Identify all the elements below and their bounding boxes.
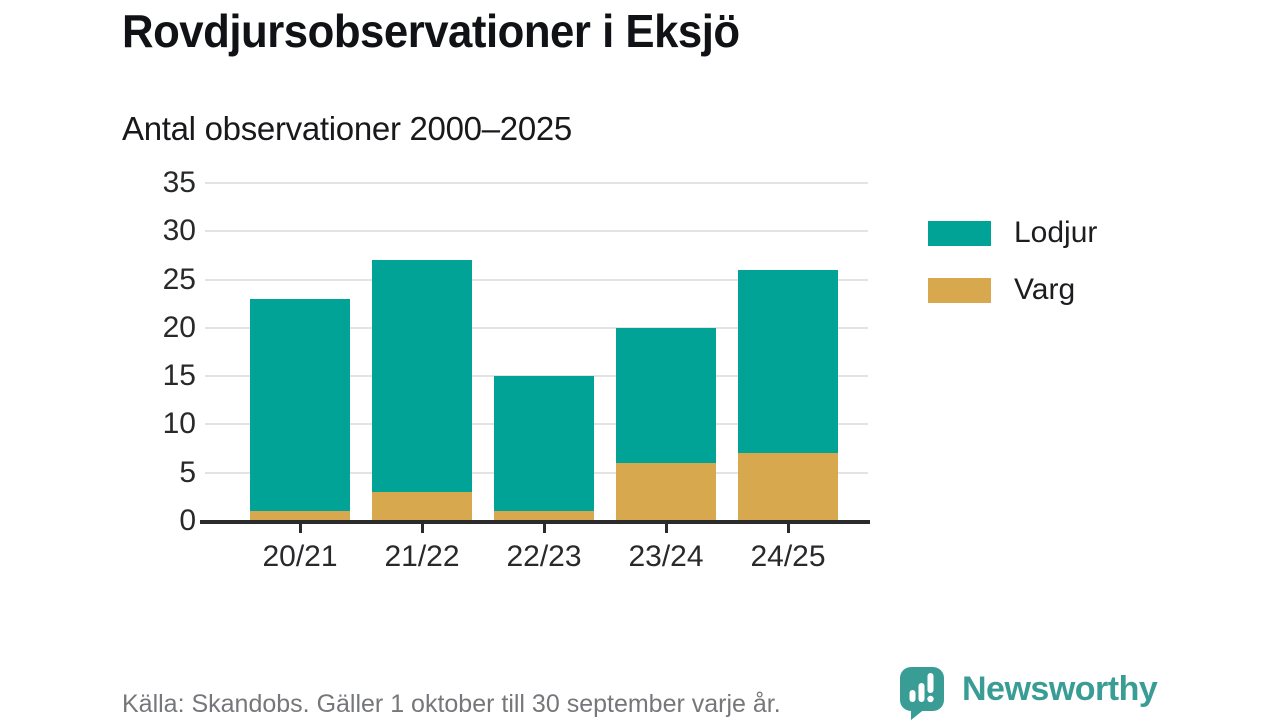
- bar-segment-lodjur: [616, 327, 716, 464]
- y-axis-label: 25: [162, 262, 196, 296]
- bar-segment-lodjur: [250, 298, 350, 512]
- bar-segment-lodjur: [738, 269, 838, 454]
- x-tick-mark: [298, 524, 302, 533]
- x-tick-mark: [420, 524, 424, 533]
- x-axis-label: 24/25: [750, 540, 826, 573]
- y-axis-label: 30: [162, 214, 196, 248]
- y-axis-label: 20: [162, 310, 196, 344]
- bar-segment-varg: [250, 511, 350, 521]
- x-tick-mark: [786, 524, 790, 533]
- x-axis-label: 23/24: [628, 540, 704, 573]
- legend-swatch: [928, 277, 991, 303]
- y-axis: 0 5 10 15 20 25 30 35: [0, 166, 196, 537]
- x-tick-mark: [542, 524, 546, 533]
- x-axis-label: 22/23: [506, 540, 582, 573]
- legend-swatch: [928, 220, 991, 246]
- plot-area: [205, 182, 868, 521]
- bar-segment-lodjur: [494, 376, 594, 512]
- newsworthy-icon: [900, 667, 944, 720]
- bar-segment-varg: [616, 463, 716, 521]
- legend-label: Varg: [1014, 273, 1076, 306]
- bar-segment-lodjur: [372, 260, 472, 493]
- y-axis-label: 15: [162, 359, 196, 393]
- bar-segment-varg: [372, 492, 472, 521]
- gridline: [205, 375, 868, 378]
- legend: Lodjur Varg: [928, 216, 1097, 330]
- x-axis-label: 21/22: [384, 540, 460, 573]
- chart-footer: Källa: Skandobs. Gäller 1 oktober till 3…: [0, 660, 1280, 720]
- y-axis-label: 0: [179, 504, 196, 537]
- bar-segment-varg: [494, 511, 594, 521]
- x-tick-mark: [664, 524, 668, 533]
- gridline: [205, 278, 868, 281]
- x-axis-label: 20/21: [262, 540, 338, 573]
- source-note: Källa: Skandobs. Gäller 1 oktober till 3…: [122, 690, 781, 718]
- gridline: [205, 230, 868, 233]
- newsworthy-wordmark: Newsworthy: [962, 670, 1158, 708]
- x-axis-line: [200, 520, 870, 524]
- gridline: [205, 182, 868, 184]
- gridline: [205, 326, 868, 329]
- bar-segment-varg: [738, 453, 838, 521]
- legend-label: Lodjur: [1014, 216, 1098, 249]
- y-axis-label: 10: [162, 407, 196, 441]
- newsworthy-logo: Newsworthy: [899, 666, 1158, 720]
- legend-item: Lodjur: [928, 216, 1097, 250]
- legend-item: Varg: [928, 273, 1097, 307]
- chart-title: Rovdjursobservationer i Eksjö: [122, 5, 740, 57]
- y-axis-label: 5: [179, 455, 196, 489]
- chart-subtitle: Antal observationer 2000–2025: [122, 110, 572, 147]
- y-axis-label: 35: [162, 166, 196, 199]
